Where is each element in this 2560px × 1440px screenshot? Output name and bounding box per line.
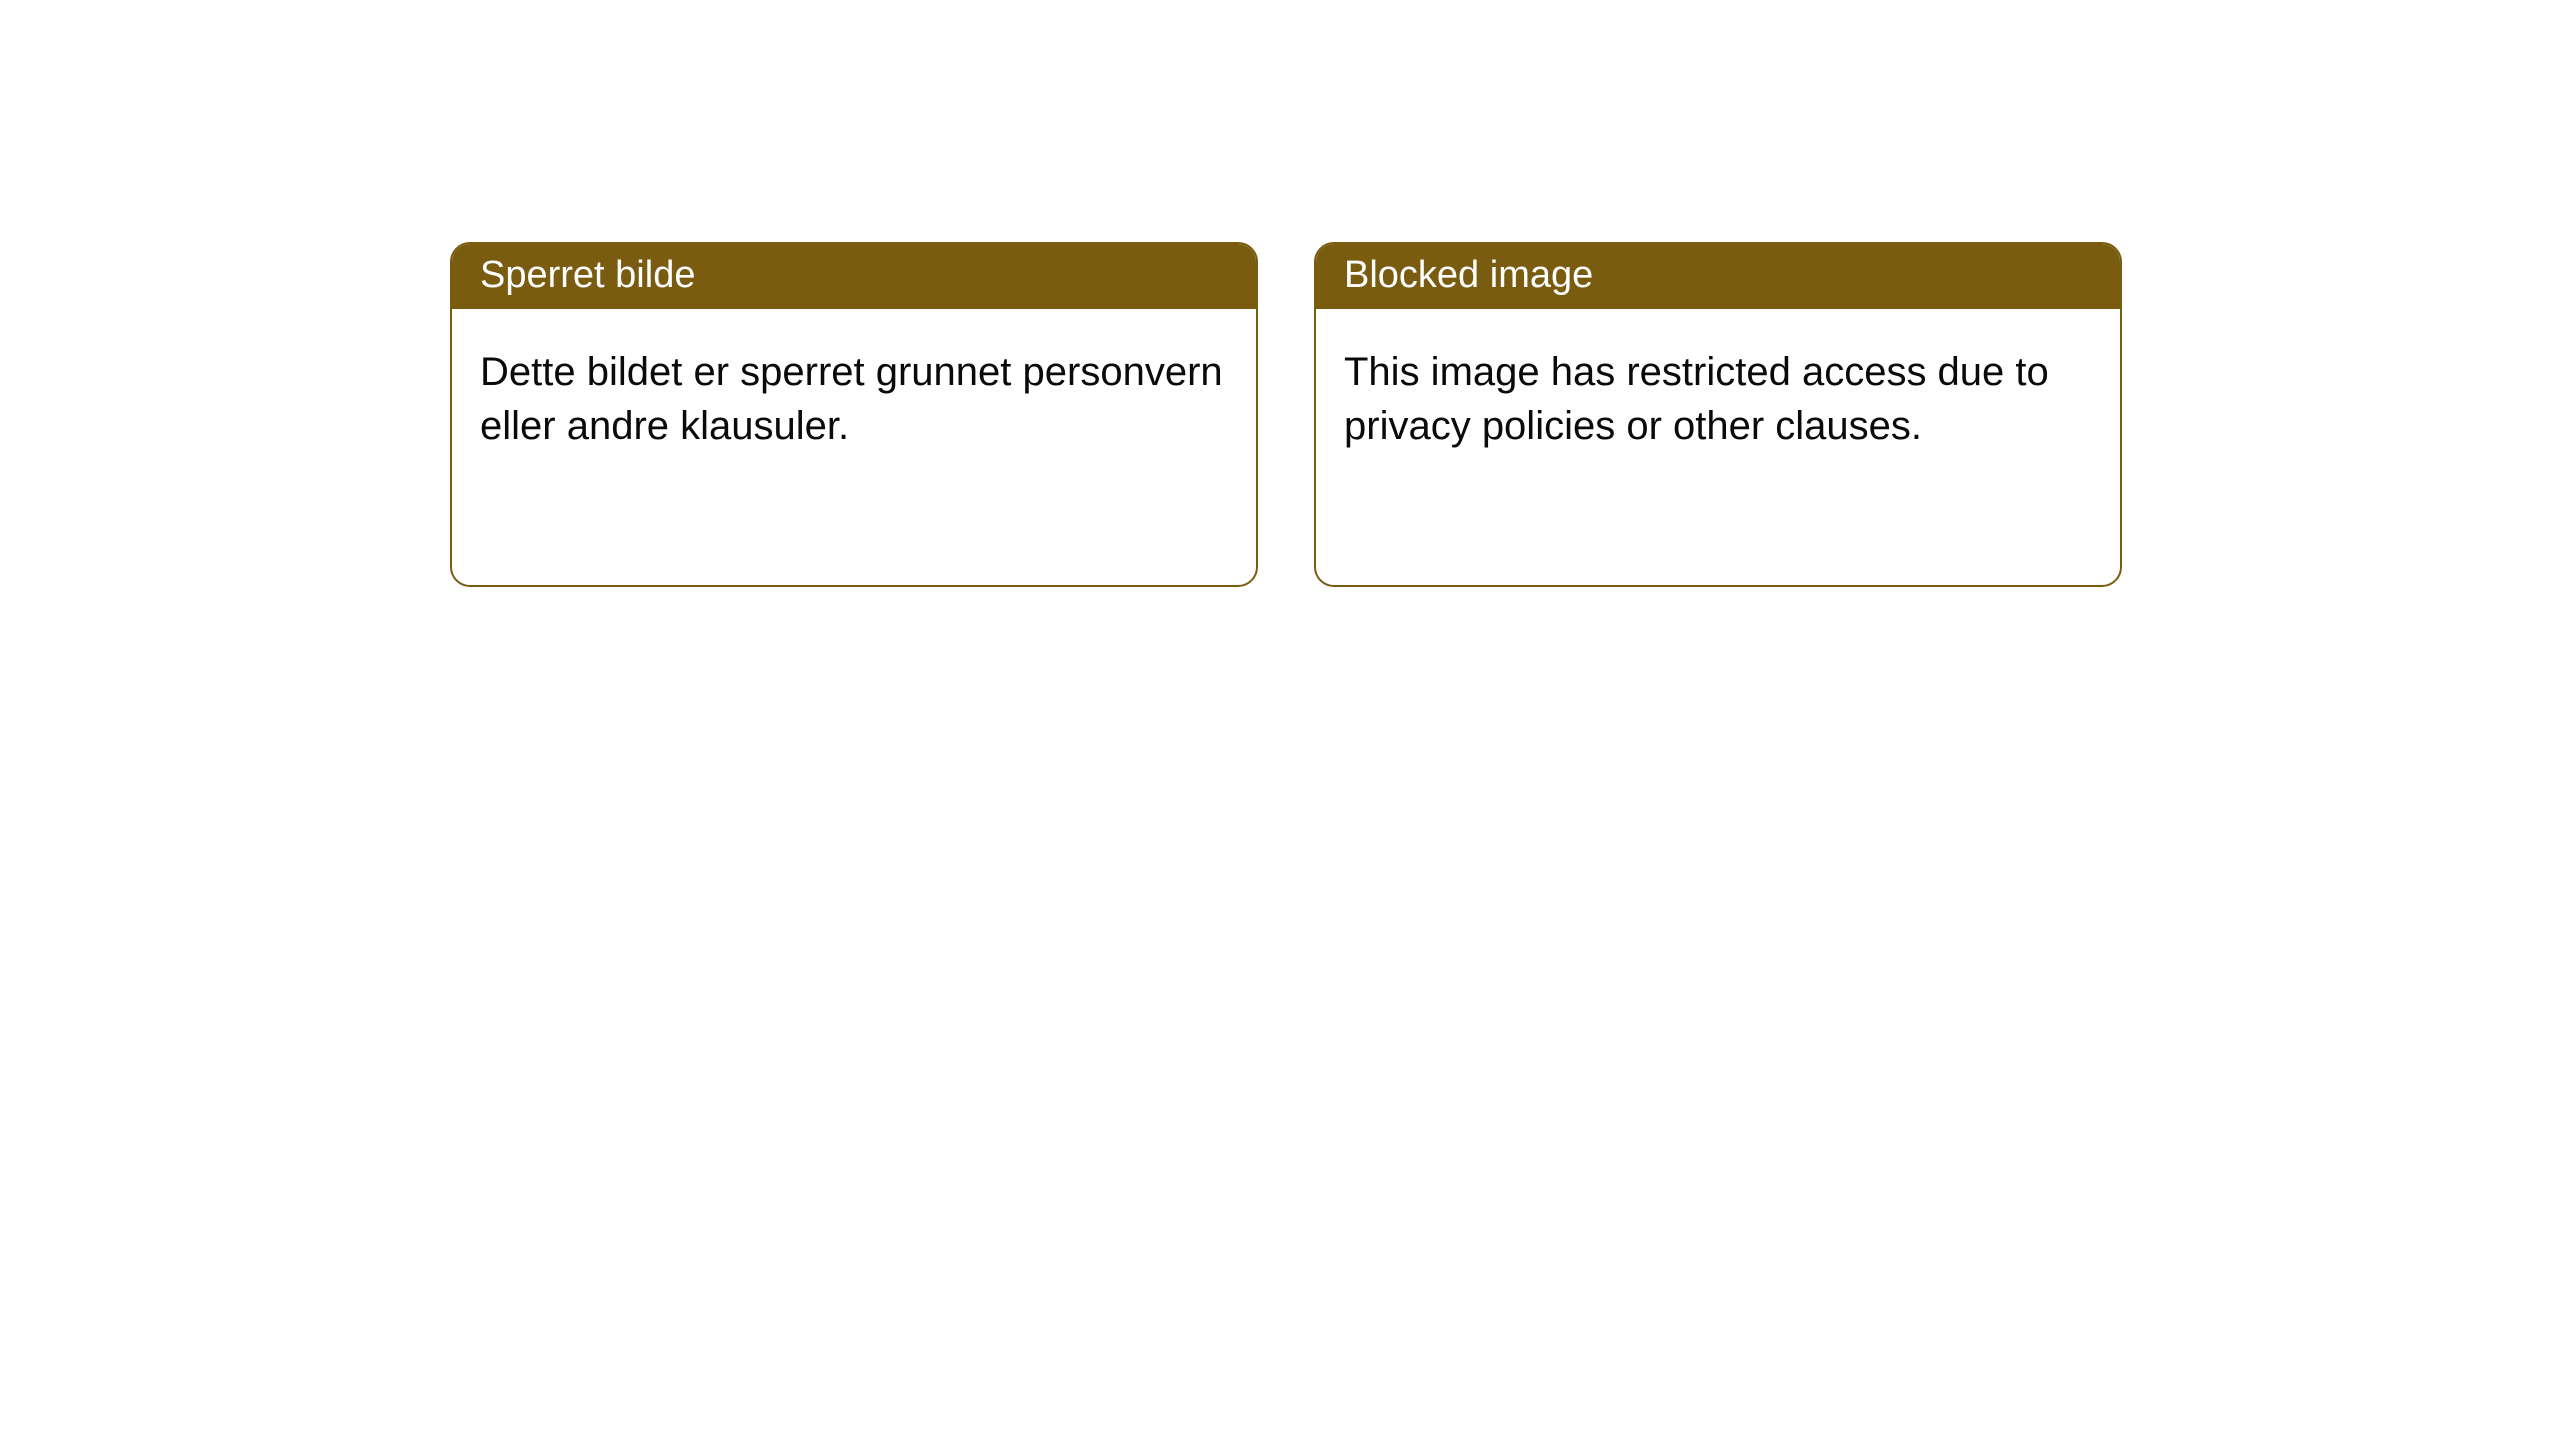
card-body-text: This image has restricted access due to … bbox=[1344, 350, 2049, 448]
card-header: Sperret bilde bbox=[452, 244, 1256, 309]
blocked-image-card-en: Blocked image This image has restricted … bbox=[1314, 242, 2122, 587]
card-header: Blocked image bbox=[1316, 244, 2120, 309]
card-title: Blocked image bbox=[1344, 254, 1593, 296]
card-body-text: Dette bildet er sperret grunnet personve… bbox=[480, 350, 1223, 448]
card-body: This image has restricted access due to … bbox=[1316, 309, 2120, 585]
notice-container: Sperret bilde Dette bildet er sperret gr… bbox=[0, 0, 2560, 587]
blocked-image-card-no: Sperret bilde Dette bildet er sperret gr… bbox=[450, 242, 1258, 587]
card-body: Dette bildet er sperret grunnet personve… bbox=[452, 309, 1256, 585]
card-title: Sperret bilde bbox=[480, 254, 695, 296]
